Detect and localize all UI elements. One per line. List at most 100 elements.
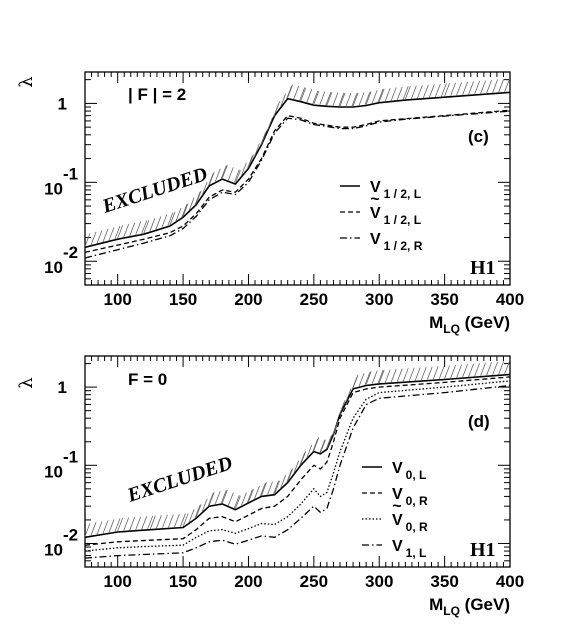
tilde-mark: ~: [370, 191, 379, 208]
exclusion-hatch: [429, 84, 435, 98]
exclusion-hatch: [339, 400, 346, 414]
exclusion-hatch: [261, 482, 267, 496]
experiment-label: H1: [470, 257, 496, 279]
exclusion-hatch: [299, 87, 306, 101]
exclusion-hatch: [312, 438, 319, 452]
exclusion-hatch: [358, 373, 365, 387]
exclusion-hatch: [135, 516, 142, 530]
x-tick-label: 150: [169, 290, 197, 309]
x-tick-label: 400: [496, 572, 524, 591]
exclusion-hatch: [286, 469, 292, 483]
panel-tag: (c): [468, 127, 489, 146]
exclusion-hatch: [333, 420, 339, 434]
y-tick-exponent: -1: [63, 164, 78, 183]
exclusion-hatch: [456, 364, 462, 378]
exclusion-hatch: [432, 366, 439, 380]
series-line-4: [84, 384, 511, 559]
exclusion-hatch: [195, 190, 202, 204]
y-tick-label: 10: [44, 179, 63, 198]
exclusion-hatch: [286, 85, 292, 100]
y-axis-label: λ: [16, 377, 37, 388]
series-line-2: [84, 109, 511, 253]
y-tick-label: 1: [58, 378, 67, 397]
exclusion-hatch: [221, 164, 228, 179]
exclusion-hatch: [194, 191, 201, 205]
exclusion-hatch: [227, 167, 234, 181]
exclusion-hatch: [402, 368, 409, 382]
exclusion-hatch: [384, 87, 391, 102]
exclusion-hatch: [390, 87, 397, 101]
exclusion-hatch: [248, 154, 254, 168]
exclusion-hatch: [396, 86, 403, 101]
exclusion-hatch: [326, 92, 333, 106]
exclusion-hatch: [417, 85, 423, 99]
exclusion-hatch: [326, 435, 333, 449]
exclusion-hatch: [267, 117, 273, 131]
exclusion-hatch: [384, 369, 391, 383]
panel-tag: (d): [468, 412, 490, 431]
exclusion-hatch: [480, 362, 486, 376]
excluded-label: EXCLUDED: [124, 452, 235, 507]
exclusion-hatch: [486, 362, 492, 376]
exclusion-hatch: [405, 85, 411, 100]
y-tick-exponent: -2: [63, 243, 78, 262]
exclusion-hatch: [396, 368, 403, 382]
exclusion-hatch: [332, 92, 339, 106]
x-tick-label: 250: [300, 572, 328, 591]
exclusion-hatch: [182, 203, 189, 217]
x-tick-label: 100: [104, 290, 132, 309]
x-tick-label: 150: [169, 572, 197, 591]
exclusion-hatch: [155, 216, 162, 230]
exclusion-hatch: [420, 366, 427, 381]
exclusion-hatch: [96, 230, 103, 244]
exclusion-hatch: [444, 365, 450, 379]
exclusion-hatch: [162, 514, 168, 529]
legend-entry: V 1, L: [392, 538, 426, 560]
exclusion-hatch: [450, 364, 456, 379]
exclusion-hatch: [129, 222, 136, 237]
exclusion-hatch: [371, 370, 378, 384]
y-tick-label: 10: [44, 540, 63, 559]
legend: V 0, L V 0, R V 0, R~ V 1, L: [362, 460, 428, 560]
condition-label: F = 0: [128, 370, 167, 389]
exclusion-hatch: [287, 468, 294, 482]
plot-frame: [84, 71, 511, 286]
exclusion-hatch: [462, 81, 468, 95]
y-tick-label: 1: [58, 94, 67, 113]
exclusion-hatch: [390, 368, 397, 383]
exclusion-hatch: [280, 93, 286, 107]
exclusion-hatch: [339, 92, 346, 107]
exclusion-hatch: [345, 388, 352, 402]
exclusion-hatch: [492, 79, 498, 93]
exclusion-hatch: [84, 233, 91, 247]
exclusion-hatch: [474, 363, 480, 377]
excluded-label: EXCLUDED: [99, 163, 210, 218]
exclusion-hatch: [299, 452, 306, 466]
exclusion-hatch: [378, 88, 385, 102]
exclusion-hatch: [312, 90, 319, 105]
exclusion-hatch: [195, 504, 202, 518]
exclusion-hatch: [201, 181, 208, 196]
exclusion-hatch: [480, 80, 486, 94]
exclusion-hatch: [221, 489, 228, 504]
exclusion-hatch: [378, 369, 385, 384]
y-tick-label: 10: [44, 258, 63, 277]
x-tick-label: 100: [104, 572, 132, 591]
exclusion-hatch: [504, 360, 510, 375]
exclusion-hatch: [498, 79, 504, 93]
exclusion-hatch: [117, 517, 124, 532]
exclusion-hatch: [444, 83, 450, 97]
exclusion-hatch: [90, 522, 97, 536]
exclusion-hatch: [169, 211, 176, 226]
exclusion-hatch: [358, 92, 365, 106]
exclusion-hatch: [214, 491, 221, 505]
exclusion-hatch: [248, 488, 254, 503]
exclusion-hatch: [438, 365, 445, 380]
exclusion-hatch: [486, 79, 492, 94]
x-tick-label: 400: [496, 290, 524, 309]
exclusion-hatch: [352, 374, 359, 388]
